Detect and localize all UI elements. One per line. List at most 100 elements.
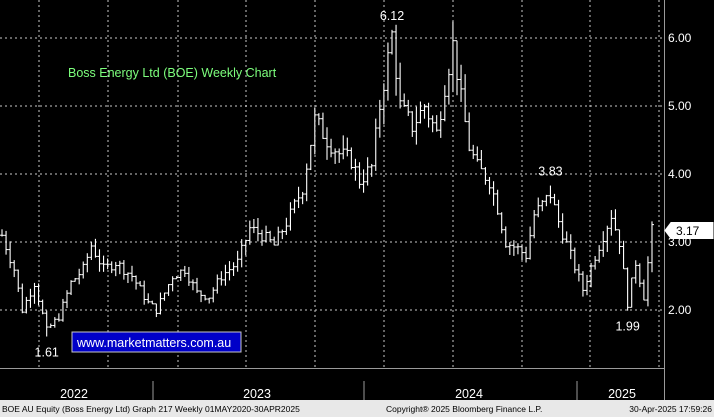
price-bar: [515, 243, 520, 255]
price-bar: [211, 287, 216, 303]
price-bar: [625, 267, 630, 311]
price-bar: [166, 284, 171, 296]
price-bar: [568, 234, 573, 260]
price-bar: [138, 281, 143, 287]
price-bar: [621, 240, 626, 270]
price-bar: [239, 239, 244, 268]
chart-footer: BOE AU Equity (Boss Energy Ltd) Graph 21…: [0, 400, 714, 417]
price-bar: [89, 241, 94, 260]
x-axis-labels: 2022 2023 2024 2025: [60, 387, 636, 400]
price-bar: [77, 268, 82, 285]
price-bar: [601, 231, 606, 257]
y-tick-label: 6.00: [668, 31, 692, 45]
price-bar: [589, 262, 594, 288]
price-bar: [69, 280, 74, 296]
price-bar: [16, 269, 21, 293]
price-bar: [329, 138, 334, 158]
price-bar: [463, 74, 468, 123]
price-bar: [154, 303, 159, 318]
price-bar: [60, 298, 65, 322]
price-bar: [268, 230, 273, 242]
price-bar: [178, 269, 183, 282]
price-bar: [556, 199, 561, 228]
price-bar: [491, 181, 496, 206]
price-bar: [219, 271, 224, 286]
price-bar: [434, 115, 439, 132]
price-bar: [361, 169, 366, 193]
price-bar: [365, 157, 370, 186]
price-bar: [182, 265, 187, 278]
price-bar: [170, 276, 175, 292]
price-bar: [337, 148, 342, 163]
price-bar: [442, 85, 447, 122]
price-bar: [426, 102, 431, 128]
y-axis-labels: 2.003.004.005.006.00: [668, 31, 692, 317]
price-annotation: 1.61: [35, 346, 59, 360]
price-bar: [487, 176, 492, 195]
last-price-tag: [664, 221, 714, 239]
price-bar: [430, 115, 435, 133]
price-bar: [341, 135, 346, 160]
last-price-label: 3.17: [676, 224, 700, 238]
price-bar: [353, 158, 358, 181]
price-bar: [235, 250, 240, 272]
price-bar: [572, 247, 577, 274]
price-bar: [284, 217, 289, 235]
watermark-box: www.marketmatters.com.au: [71, 331, 242, 353]
price-bar: [223, 264, 228, 286]
price-bar: [511, 240, 516, 256]
price-bar: [231, 262, 236, 276]
price-bar: [260, 229, 264, 246]
y-tick-label: 5.00: [668, 99, 692, 113]
price-bar: [483, 167, 488, 185]
price-bar: [276, 226, 281, 246]
price-bar: [349, 147, 354, 170]
price-bar: [446, 68, 451, 105]
price-bar: [255, 218, 260, 242]
footer-timestamp: 30-Apr-2025 17:59:26: [629, 404, 712, 414]
price-bar: [93, 238, 98, 258]
price-bar: [633, 260, 638, 284]
price-bar: [495, 189, 500, 215]
price-bar: [150, 300, 155, 305]
price-bar: [605, 225, 610, 252]
chart-title: Boss Energy Ltd (BOE) Weekly Chart: [68, 66, 277, 80]
price-bar: [345, 137, 350, 157]
price-bar: [97, 249, 102, 272]
price-bar: [316, 113, 321, 126]
price-bar: [333, 148, 338, 164]
price-bar: [475, 146, 480, 162]
price-bar: [292, 198, 297, 214]
price-bar: [158, 292, 163, 315]
price-bar: [467, 112, 472, 152]
price-bar: [455, 40, 459, 96]
price-bar: [385, 42, 390, 101]
price-bar: [377, 99, 382, 138]
price-bar: [402, 93, 407, 107]
price-bar: [548, 185, 553, 204]
price-bar: [381, 83, 386, 125]
price-bar: [320, 112, 325, 139]
price-bar: [593, 256, 598, 270]
price-bar: [450, 21, 455, 93]
price-bar: [48, 323, 53, 328]
price-bar: [162, 292, 167, 301]
price-bar: [536, 197, 541, 218]
price-bar: [296, 186, 301, 209]
price-bar: [12, 260, 17, 278]
last-price-marker: 3.17: [664, 221, 714, 239]
price-bar: [251, 219, 256, 234]
price-bar: [398, 62, 403, 109]
price-bar: [597, 245, 602, 263]
price-bar: [576, 264, 581, 282]
price-bar: [101, 255, 106, 272]
price-bar: [243, 239, 248, 256]
price-bar: [499, 212, 504, 234]
price-bar: [507, 242, 512, 255]
price-bar: [56, 313, 61, 322]
footer-security-info: BOE AU Equity (Boss Energy Ltd) Graph 21…: [2, 404, 300, 414]
price-bar: [24, 296, 29, 314]
price-bar: [532, 210, 537, 239]
price-bar: [130, 265, 134, 282]
price-bar: [304, 163, 309, 202]
